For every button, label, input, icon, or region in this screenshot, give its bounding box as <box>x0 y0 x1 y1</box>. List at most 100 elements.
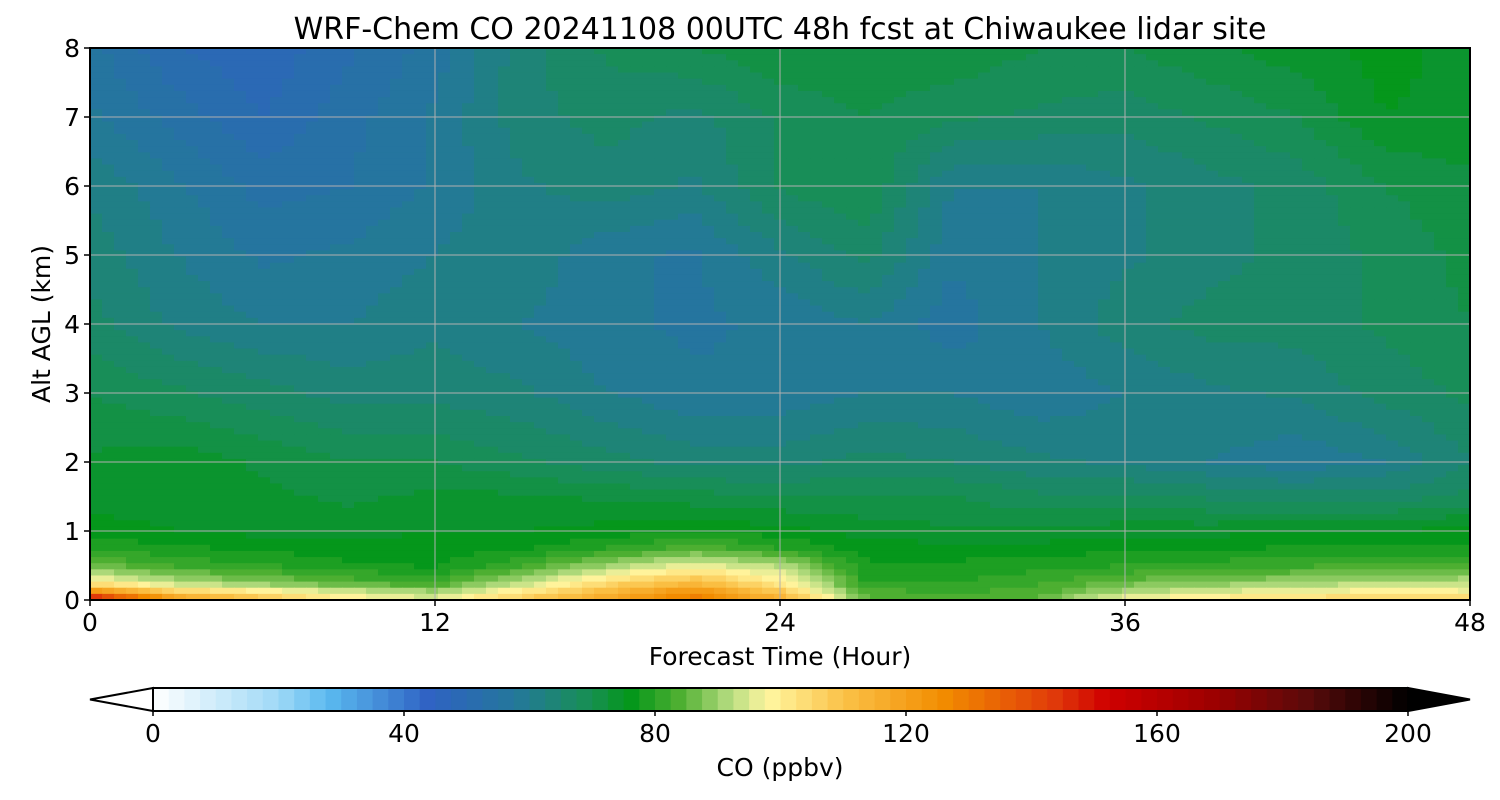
heatmap-cell <box>942 176 955 184</box>
heatmap-cell <box>1218 90 1231 98</box>
heatmap-cell <box>90 121 103 129</box>
heatmap-cell <box>462 268 475 276</box>
heatmap-cell <box>546 250 559 258</box>
heatmap-cell <box>1446 281 1459 288</box>
heatmap-cell <box>786 158 799 166</box>
heatmap-cell <box>198 268 211 276</box>
heatmap-cell <box>210 84 223 92</box>
heatmap-cell <box>1134 78 1147 86</box>
heatmap-cell <box>126 48 139 55</box>
heatmap-cell <box>834 170 847 178</box>
heatmap-cell <box>966 195 979 202</box>
heatmap-cell <box>438 72 451 80</box>
heatmap-cell <box>834 250 847 258</box>
heatmap-cell <box>858 84 871 92</box>
heatmap-cell <box>198 213 211 221</box>
heatmap-cell <box>798 189 811 196</box>
heatmap-cell <box>1098 54 1111 61</box>
heatmap-cell <box>570 158 583 166</box>
heatmap-cell <box>594 195 607 202</box>
heatmap-cell <box>438 219 451 227</box>
heatmap-cell <box>450 225 463 233</box>
heatmap-cell <box>1146 268 1159 276</box>
heatmap-cell <box>738 189 751 196</box>
heatmap-cell <box>426 305 439 313</box>
heatmap-cell <box>306 60 319 67</box>
heatmap-cell <box>786 48 799 55</box>
heatmap-cell <box>114 127 127 135</box>
heatmap-cell <box>450 232 463 239</box>
heatmap-cell <box>534 133 547 141</box>
heatmap-cell <box>750 281 763 288</box>
heatmap-cell <box>1338 225 1351 233</box>
heatmap-cell <box>726 299 739 307</box>
heatmap-cell <box>630 84 643 92</box>
heatmap-cell <box>834 262 847 270</box>
heatmap-cell <box>90 201 103 209</box>
heatmap-cell <box>546 133 559 141</box>
heatmap-cell <box>1014 176 1027 184</box>
heatmap-cell <box>750 109 763 117</box>
heatmap-cell <box>498 133 511 141</box>
heatmap-cell <box>126 201 139 209</box>
heatmap-cell <box>630 262 643 270</box>
heatmap-cell <box>138 97 151 104</box>
heatmap-cell <box>1350 207 1363 215</box>
heatmap-cell <box>906 213 919 221</box>
heatmap-cell <box>330 48 343 55</box>
heatmap-cell <box>954 152 967 159</box>
heatmap-cell <box>966 140 979 147</box>
heatmap-cell <box>834 78 847 86</box>
heatmap-cell <box>414 287 427 294</box>
heatmap-cell <box>246 311 259 319</box>
heatmap-cell <box>402 256 415 264</box>
heatmap-cell <box>1194 121 1207 129</box>
heatmap-cell <box>1422 281 1435 288</box>
heatmap-cell <box>486 232 499 239</box>
heatmap-cell <box>414 140 427 147</box>
heatmap-cell <box>1194 127 1207 135</box>
heatmap-cell <box>606 121 619 129</box>
heatmap-cell <box>390 311 403 319</box>
heatmap-cell <box>666 115 679 123</box>
heatmap-cell <box>90 152 103 159</box>
heatmap-cell <box>666 305 679 313</box>
heatmap-cell <box>930 152 943 159</box>
heatmap-cell <box>1350 274 1363 282</box>
heatmap-cell <box>1146 54 1159 61</box>
heatmap-cell <box>258 274 271 282</box>
heatmap-cell <box>1098 109 1111 117</box>
heatmap-cell <box>438 60 451 67</box>
heatmap-cell <box>522 219 535 227</box>
heatmap-cell <box>546 78 559 86</box>
heatmap-cell <box>1194 262 1207 270</box>
heatmap-cell <box>318 176 331 184</box>
heatmap-cell <box>1242 213 1255 221</box>
heatmap-cell <box>90 299 103 307</box>
heatmap-cell <box>1014 164 1027 172</box>
heatmap-cell <box>1038 287 1051 294</box>
heatmap-cell <box>270 256 283 264</box>
heatmap-cell <box>1038 158 1051 166</box>
heatmap-cell <box>486 195 499 202</box>
heatmap-cell <box>942 225 955 233</box>
heatmap-cell <box>1458 238 1470 245</box>
heatmap-cell <box>102 84 115 92</box>
heatmap-cell <box>402 238 415 245</box>
heatmap-cell <box>1398 78 1411 86</box>
heatmap-cell <box>102 170 115 178</box>
heatmap-cell <box>318 66 331 74</box>
heatmap-cell <box>174 195 187 202</box>
heatmap-cell <box>906 219 919 227</box>
heatmap-cell <box>606 311 619 319</box>
heatmap-cell <box>606 78 619 86</box>
heatmap-cell <box>954 170 967 178</box>
heatmap-cell <box>246 201 259 209</box>
heatmap-cell <box>534 176 547 184</box>
heatmap-cell <box>246 238 259 245</box>
heatmap-cell <box>1254 189 1267 196</box>
heatmap-cell <box>642 281 655 288</box>
heatmap-cell <box>714 189 727 196</box>
heatmap-cell <box>390 201 403 209</box>
heatmap-cell <box>114 140 127 147</box>
